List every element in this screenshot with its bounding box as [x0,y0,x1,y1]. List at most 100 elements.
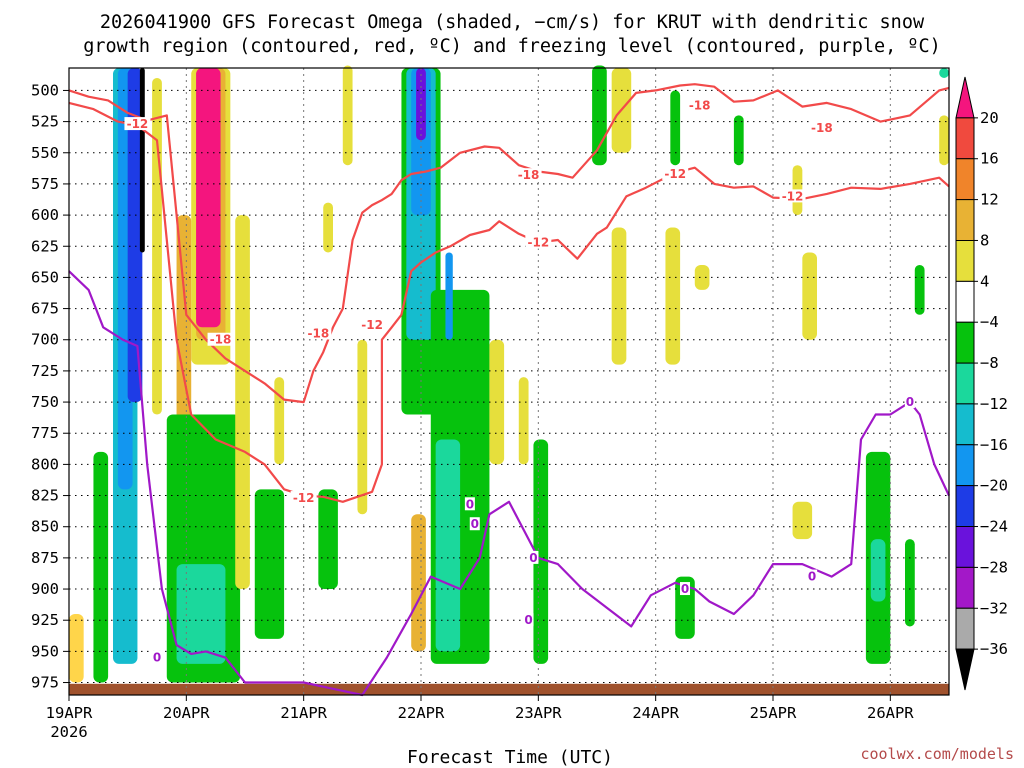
x-tick-label-25APR: 25APR [750,704,797,722]
contour-label-5: -18 [518,168,540,182]
y-tick-label-525: 525 [31,113,59,131]
colorbar-label-5: −4 [980,313,999,331]
omega-area-17 [318,489,338,590]
y-tick-label-700: 700 [31,331,59,349]
y-tick-label-925: 925 [31,611,59,629]
contour-label-bg-17 [807,569,818,583]
contour-label-bg-13 [469,517,480,531]
omega-area-26 [435,439,461,652]
colorbar-swatch-11 [955,526,975,568]
contour-label-bg-3 [359,317,386,331]
contour-label-10: -12 [782,189,804,203]
y-tick-label-650: 650 [31,268,59,286]
y-axis: 500 525 550 575 600 625 650 675 700 725 750 775 800 8… [31,81,69,692]
omega-area-43 [870,539,886,602]
contour-label-11: 0 [153,651,161,665]
colorbar-label-8: −16 [980,436,1008,454]
contour-label-bg-4 [290,491,317,505]
contour-2 [68,270,950,697]
omega-area-24 [411,514,426,652]
y-tick-label-625: 625 [31,237,59,255]
contour-label-bg-5 [515,168,542,182]
credit-text: coolwx.com/models [860,745,1014,763]
y-tick-label-975: 975 [31,674,59,692]
contour-label-8: -12 [664,167,686,181]
colorbar-swatch-2 [955,158,975,201]
omega-area-41 [792,501,813,540]
omega-area-33 [611,227,627,365]
y-tick-label-575: 575 [31,175,59,193]
omega-area-4 [127,68,143,403]
chart-title-line1: 2026041900 GFS Forecast Omega (shaded, −… [100,12,925,33]
colorbar-label-3: 8 [980,231,989,249]
colorbar-label-2: 12 [980,191,999,209]
colorbar-label-12: −32 [980,599,1008,617]
y-tick-label-550: 550 [31,144,59,162]
x-tick-label-19APR: 19APR [46,704,93,722]
colorbar-swatch-8 [955,403,975,446]
y-tick-label-900: 900 [31,580,59,598]
contour-label-18: 0 [906,395,914,409]
y-tick-label-725: 725 [31,362,59,380]
y-tick-label-750: 750 [31,393,59,411]
contour-label-bg-16 [680,582,690,596]
contour-label-17: 0 [808,570,816,584]
x-tick-label-26APR: 26APR [867,704,914,722]
contour-label-9: -18 [811,121,833,135]
contour-label-bg-10 [779,189,806,203]
contour-labels: -12 -18 -18 -12 -12 -18 -12 -18 -12 -18 -12 0 0 0 0 0 0 0… [124,98,915,665]
colorbar-swatch-5 [955,280,975,323]
colorbar-label-6: −8 [980,354,999,372]
contour-label-bg-2 [305,326,332,340]
omega-area-34 [670,90,681,166]
y-tick-label-800: 800 [31,455,59,473]
x-tick-label-22APR: 22APR [398,704,445,722]
plot-frame [68,67,950,696]
colorbar-swatch-4 [955,239,975,282]
contour-label-bg-14 [523,613,534,627]
contour-label-bg-11 [152,650,162,664]
omega-area-31 [592,65,607,166]
contour-label-bg-12 [464,497,475,511]
omega-area-27 [445,252,453,340]
colorbar-label-13: −36 [980,640,1008,658]
y-tick-label-825: 825 [31,487,59,505]
chart-title-line2: growth region (contoured, red, ºC) and f… [83,36,941,57]
contour-label-6: -12 [527,236,549,250]
contour-label-bg-8 [662,166,689,180]
contour-label-13: 0 [471,517,479,531]
y-tick-label-675: 675 [31,300,59,318]
contour-label-bg-18 [904,395,915,409]
colorbar-label-7: −12 [980,395,1008,413]
colorbar-label-10: −24 [980,518,1008,536]
colorbar-swatch-7 [955,362,975,405]
omega-area-47 [939,68,949,78]
contour-label-bg-6 [525,235,552,249]
y-tick-label-875: 875 [31,549,59,567]
contour-label-12: 0 [466,497,474,511]
colorbar-label-11: −28 [980,558,1008,576]
colorbar-swatch-3 [955,199,975,241]
x-tick-label-20APR: 20APR [163,704,210,722]
contour-1 [68,101,950,503]
omega-shading [69,65,949,683]
colorbar-swatch-1 [955,117,975,160]
terrain-band [69,683,949,695]
contour-label-2: -18 [307,327,329,341]
contour-label-bg-15 [528,550,539,564]
omega-area-46 [939,115,949,166]
contour-label-bg-1 [207,332,234,346]
contour-label-15: 0 [529,551,537,565]
contour-label-4: -12 [293,491,315,505]
x-tick-year-label: 2026 [50,723,87,741]
omega-area-29 [518,377,529,465]
contour-label-14: 0 [524,613,532,627]
omega-area-37 [694,264,710,290]
x-axis-label: Forecast Time (UTC) [407,747,613,768]
omega-area-45 [905,539,915,627]
omega-area-38 [733,115,744,166]
x-tick-label-21APR: 21APR [280,704,327,722]
x-tick-label-24APR: 24APR [632,704,679,722]
omega-area-15 [254,489,285,639]
